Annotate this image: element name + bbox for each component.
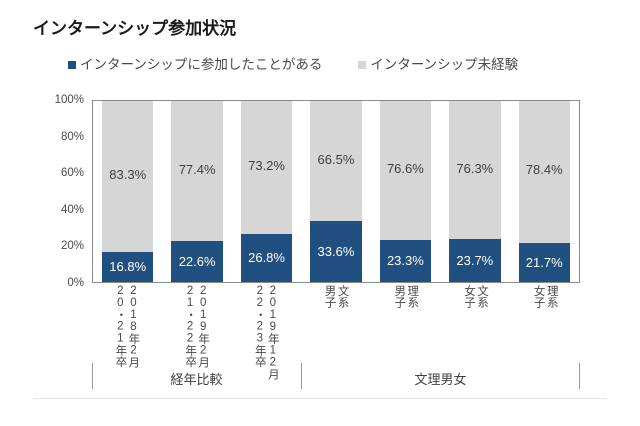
stacked-bar[interactable]: 83.3% 16.8% bbox=[102, 101, 154, 282]
x-axis-category-labels: 20・21年卒 2018年2月 21・22年卒 2019年2月 22・23年卒 2019年… bbox=[92, 285, 580, 380]
bar-value-label: 77.4% bbox=[178, 161, 216, 177]
x-axis-tick-label: 20・21年卒 2018年2月 bbox=[92, 285, 162, 368]
stacked-bar[interactable]: 77.4% 22.6% bbox=[171, 101, 223, 282]
bar-segment-participated[interactable]: 16.8% bbox=[102, 251, 154, 282]
bar-value-label: 33.6% bbox=[317, 244, 355, 260]
bar-value-label: 23.3% bbox=[386, 253, 424, 269]
bar-segment-no-experience[interactable]: 76.6% bbox=[379, 101, 432, 240]
bar-segment-participated[interactable]: 33.6% bbox=[310, 221, 362, 282]
bar-segment-participated[interactable]: 26.8% bbox=[240, 233, 293, 282]
bar-value-label: 83.3% bbox=[109, 166, 147, 182]
x-axis-tick-label-line: 女子 bbox=[462, 285, 475, 308]
bar-value-label: 16.8% bbox=[109, 259, 147, 275]
x-axis-tick-label: 22・23年卒 2019年12月 bbox=[231, 285, 301, 380]
x-axis-group-label: 経年比較 bbox=[170, 372, 223, 387]
bar-series-group: 83.3% 16.8% 77.4% 22.6% 73.2% 26.8% 66.5% 33.6%… bbox=[93, 101, 579, 282]
bar-slot: 73.2% 26.8% bbox=[232, 101, 301, 282]
x-axis-tick-label-line: 理系 bbox=[545, 285, 558, 308]
stacked-bar[interactable]: 66.5% 33.6% bbox=[310, 101, 362, 282]
y-axis-tick: 100% bbox=[54, 94, 84, 106]
bar-slot: 66.5% 33.6% bbox=[301, 101, 370, 282]
stacked-bar[interactable]: 73.2% 26.8% bbox=[240, 101, 293, 282]
y-axis-tick: 0% bbox=[67, 277, 84, 289]
x-axis-tick-label-line: 2019年2月 bbox=[197, 285, 210, 368]
bar-slot: 83.3% 16.8% bbox=[93, 101, 162, 282]
bar-value-label: 76.6% bbox=[386, 160, 424, 176]
bottom-divider bbox=[33, 398, 607, 399]
y-axis-tick: 40% bbox=[60, 203, 84, 216]
bar-segment-participated[interactable]: 23.3% bbox=[379, 239, 432, 282]
bar-segment-no-experience[interactable]: 76.3% bbox=[449, 101, 501, 240]
x-axis-group-label: 文理男女 bbox=[414, 372, 467, 387]
bar-value-label: 66.5% bbox=[317, 151, 355, 167]
x-axis-tick-label-line: 男子 bbox=[393, 285, 406, 308]
legend-item-participated[interactable]: インターンシップに参加したことがある bbox=[68, 58, 322, 72]
legend-label-participated: インターンシップに参加したことがある bbox=[80, 57, 323, 72]
bar-segment-no-experience[interactable]: 83.3% bbox=[102, 101, 154, 252]
bar-value-label: 76.3% bbox=[456, 160, 494, 176]
group-separator-tick bbox=[301, 363, 303, 389]
bar-slot: 76.6% 23.3% bbox=[371, 101, 440, 282]
x-axis-tick-label-line: 22・23年卒 bbox=[253, 285, 266, 368]
bar-segment-no-experience[interactable]: 77.4% bbox=[171, 101, 223, 242]
legend-swatch-icon-no-experience bbox=[358, 60, 367, 69]
bar-segment-participated[interactable]: 23.7% bbox=[449, 239, 501, 282]
x-axis-tick-label: 21・22年卒 2019年2月 bbox=[162, 285, 232, 368]
legend-label-no-experience: インターンシップ未経験 bbox=[370, 57, 519, 72]
x-axis-tick-label: 男子 理系 bbox=[371, 285, 441, 363]
bar-value-label: 22.6% bbox=[178, 254, 216, 270]
stacked-bar[interactable]: 76.6% 23.3% bbox=[379, 101, 432, 282]
x-axis-tick-label: 男子 文系 bbox=[301, 285, 371, 363]
y-axis: 100% 80% 60% 40% 20% 0% bbox=[44, 94, 88, 289]
plot-area: 83.3% 16.8% 77.4% 22.6% 73.2% 26.8% 66.5% 33.6%… bbox=[92, 100, 580, 283]
x-axis-tick-label-line: 理系 bbox=[406, 285, 419, 308]
bar-slot: 77.4% 22.6% bbox=[162, 101, 231, 282]
page-title: インターンシップ参加状況 bbox=[33, 19, 237, 38]
x-axis-tick-label: 女子 理系 bbox=[510, 285, 580, 363]
y-axis-tick: 60% bbox=[60, 167, 84, 180]
bar-value-label: 73.2% bbox=[248, 157, 285, 173]
bar-slot: 78.4% 21.7% bbox=[510, 101, 579, 282]
y-axis-tick: 20% bbox=[60, 240, 84, 253]
group-separator-tick bbox=[579, 363, 580, 389]
bar-segment-no-experience[interactable]: 66.5% bbox=[310, 101, 362, 222]
stacked-bar[interactable]: 78.4% 21.7% bbox=[518, 101, 570, 282]
bar-slot: 76.3% 23.7% bbox=[440, 101, 509, 282]
bar-segment-no-experience[interactable]: 73.2% bbox=[240, 101, 293, 234]
bar-segment-participated[interactable]: 22.6% bbox=[171, 241, 223, 282]
x-axis-tick-label-line: 男子 bbox=[323, 285, 336, 308]
bar-segment-participated[interactable]: 21.7% bbox=[518, 242, 570, 282]
group-separator-tick bbox=[92, 363, 93, 389]
legend-swatch-icon-participated bbox=[68, 60, 76, 69]
x-axis-tick-label-line: 女子 bbox=[532, 285, 545, 308]
bar-value-label: 78.4% bbox=[525, 162, 563, 178]
stacked-bar[interactable]: 76.3% 23.7% bbox=[449, 101, 501, 282]
x-axis-tick-label-line: 21・22年卒 bbox=[184, 285, 197, 368]
y-axis-tick: 80% bbox=[60, 130, 84, 143]
x-axis-tick-label-line: 20・21年卒 bbox=[114, 285, 127, 368]
x-axis-tick-label-line: 文系 bbox=[336, 285, 349, 308]
x-axis-group-labels: 経年比較 文理男女 bbox=[92, 363, 580, 397]
x-axis-tick-label-line: 2019年12月 bbox=[266, 285, 279, 380]
x-axis-tick-label: 女子 文系 bbox=[441, 285, 511, 363]
x-axis-tick-label-line: 文系 bbox=[476, 285, 489, 308]
legend-item-no-experience[interactable]: インターンシップ未経験 bbox=[358, 58, 518, 72]
bar-value-label: 26.8% bbox=[248, 250, 285, 266]
bar-value-label: 21.7% bbox=[525, 254, 563, 270]
bar-value-label: 23.7% bbox=[456, 253, 494, 269]
chart-legend: インターンシップに参加したことがある インターンシップ未経験 bbox=[68, 58, 518, 72]
bar-segment-no-experience[interactable]: 78.4% bbox=[518, 101, 570, 243]
x-axis-tick-label-line: 2018年2月 bbox=[127, 285, 140, 368]
